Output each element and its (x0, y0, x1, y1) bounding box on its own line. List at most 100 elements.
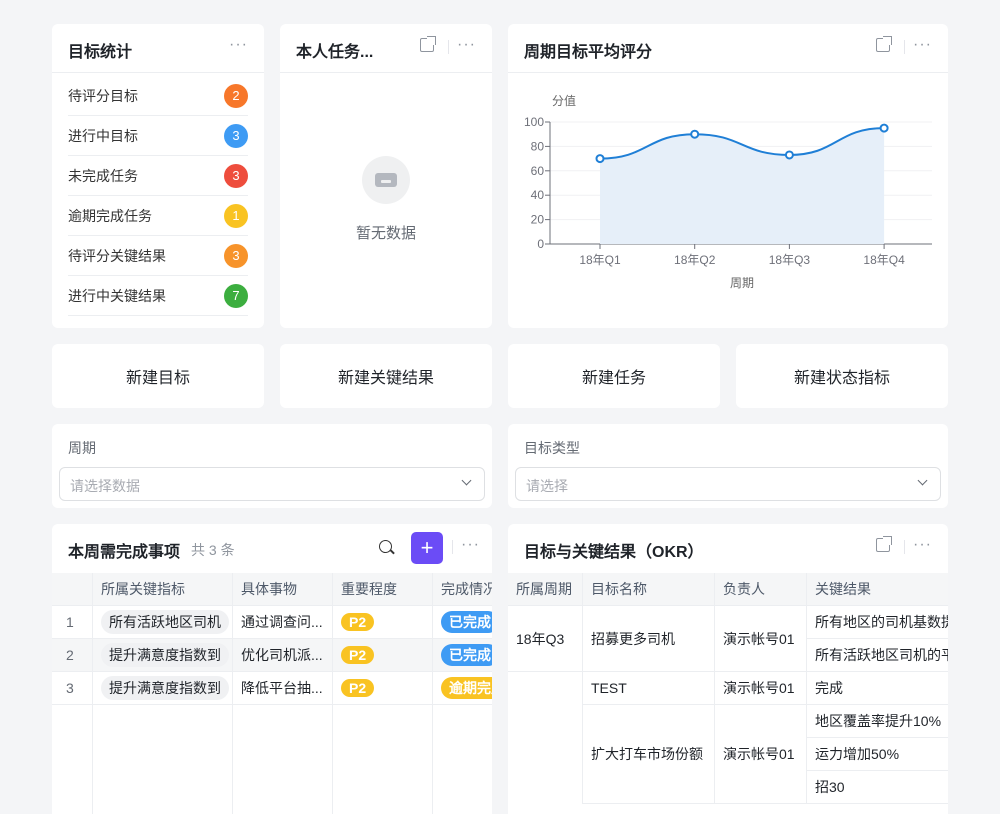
key-result-cell[interactable]: 运力增加50% (807, 738, 948, 771)
y-tick-label: 0 (537, 237, 544, 251)
goal-name-cell[interactable]: 招募更多司机 (583, 606, 715, 672)
stat-item[interactable]: 待评分关键结果 3 (68, 236, 248, 276)
column-header: 关键结果 (807, 573, 948, 606)
column-line (232, 705, 233, 814)
x-tick-label: 18年Q1 (579, 253, 621, 267)
count-badge: 3 (224, 243, 248, 268)
row-index: 1 (52, 606, 93, 639)
kr-tag: 所有活跃地区司机 (101, 610, 229, 634)
data-point (595, 154, 605, 164)
owner-cell: 演示帐号01 (715, 672, 807, 705)
goal-name-cell[interactable]: TEST (583, 672, 715, 705)
data-point (784, 150, 794, 160)
card-title: 本周需完成事项 (68, 544, 181, 561)
goal-stats-card: 目标统计 ··· 待评分目标 2 进行中目标 3 未完成任务 3 逾期完成任务 1 待评分关键结… (52, 24, 264, 328)
add-button[interactable]: + (411, 532, 443, 564)
external-link-icon[interactable] (420, 36, 436, 52)
item-cell[interactable]: 通过调查问... (233, 606, 333, 639)
x-axis-label: 周期 (730, 276, 754, 290)
okr-card: 目标与关键结果（OKR） ··· 所属周期 目标名称 负责人 关键结果 18年Q3 招募更… (508, 524, 948, 814)
stat-item[interactable]: 逾期完成任务 1 (68, 196, 248, 236)
priority-cell: P2 (333, 639, 433, 672)
status-badge: 逾期完成 (441, 677, 492, 699)
key-result-cell[interactable]: 所有地区的司机基数提 (807, 606, 948, 639)
stat-label: 进行中目标 (68, 127, 138, 144)
item-cell[interactable]: 降低平台抽... (233, 672, 333, 705)
new-key-result-button[interactable]: 新建关键结果 (280, 344, 492, 408)
period-cell: 18年Q3 (508, 606, 583, 672)
column-header: 具体事物 (233, 573, 333, 606)
goal-type-select[interactable]: 请选择 (515, 467, 941, 501)
divider (448, 40, 449, 54)
priority-cell: P2 (333, 672, 433, 705)
key-result-cell[interactable]: 所有活跃地区司机的平 (807, 639, 948, 672)
key-result-cell[interactable]: 完成 (807, 672, 948, 705)
kr-cell[interactable]: 提升满意度指数到 (93, 639, 233, 672)
period-select[interactable]: 请选择数据 (59, 467, 485, 501)
search-icon[interactable] (379, 540, 395, 555)
more-icon[interactable]: ··· (457, 36, 476, 53)
status-badge: 已完成 (441, 644, 492, 666)
divider (508, 72, 948, 73)
row-index: 2 (52, 639, 93, 672)
y-axis-label: 分值 (552, 93, 576, 108)
stat-item[interactable]: 进行中目标 3 (68, 116, 248, 156)
item-cell[interactable]: 优化司机派... (233, 639, 333, 672)
key-result-cell[interactable]: 招30 (807, 771, 948, 804)
status-cell: 已完成 (433, 639, 492, 672)
data-point (690, 129, 700, 139)
kr-cell[interactable]: 所有活跃地区司机 (93, 606, 233, 639)
data-point (879, 123, 889, 133)
more-icon[interactable]: ··· (913, 36, 932, 53)
select-placeholder: 请选择 (526, 478, 568, 494)
external-link-icon[interactable] (876, 536, 892, 552)
goal-type-filter-card: 目标类型 请选择 (508, 424, 948, 508)
priority-badge: P2 (341, 679, 375, 697)
column-line (432, 705, 433, 814)
new-task-button[interactable]: 新建任务 (508, 344, 720, 408)
divider (52, 72, 264, 73)
item-count: 共 3 条 (191, 542, 235, 558)
more-icon[interactable]: ··· (913, 536, 932, 553)
more-icon[interactable]: ··· (229, 36, 248, 53)
stat-label: 进行中关键结果 (68, 287, 166, 304)
y-tick-label: 60 (531, 164, 545, 178)
y-tick-label: 80 (531, 139, 545, 153)
status-badge: 已完成 (441, 611, 492, 633)
y-tick-label: 40 (531, 188, 545, 202)
priority-badge: P2 (341, 613, 375, 631)
key-result-cell[interactable]: 地区覆盖率提升10% (807, 705, 948, 738)
column-header: 负责人 (715, 573, 807, 606)
goal-name-cell[interactable]: 扩大打车市场份额 (583, 705, 715, 804)
column-header: 所属关键指标 (93, 573, 233, 606)
external-link-icon[interactable] (876, 36, 892, 52)
card-title: 目标统计 (68, 44, 133, 61)
new-goal-button[interactable]: 新建目标 (52, 344, 264, 408)
count-badge: 7 (224, 283, 248, 308)
x-tick-label: 18年Q3 (769, 253, 811, 267)
stat-item[interactable]: 未完成任务 3 (68, 156, 248, 196)
more-icon[interactable]: ··· (461, 536, 480, 553)
line-chart: 分值 周期 0 20 40 60 80 100 18年Q1 18年Q2 18年Q3 18年Q4 (524, 93, 932, 290)
column-header: 目标名称 (583, 573, 715, 606)
stat-label: 逾期完成任务 (68, 207, 152, 224)
kr-cell[interactable]: 提升满意度指数到 (93, 672, 233, 705)
divider (280, 72, 492, 73)
chevron-down-icon (461, 475, 472, 486)
kr-tag: 提升满意度指数到 (101, 643, 229, 667)
priority-badge: P2 (341, 646, 375, 664)
count-badge: 2 (224, 83, 248, 108)
row-index: 3 (52, 672, 93, 705)
status-cell: 逾期完成 (433, 672, 492, 705)
period-filter-card: 周期 请选择数据 (52, 424, 492, 508)
count-badge: 3 (224, 123, 248, 148)
stat-item[interactable]: 进行中关键结果 7 (68, 276, 248, 316)
column-line (92, 705, 93, 814)
stat-label: 未完成任务 (68, 167, 138, 184)
new-status-metric-button[interactable]: 新建状态指标 (736, 344, 948, 408)
x-tick-label: 18年Q2 (674, 253, 716, 267)
count-badge: 1 (224, 203, 248, 228)
period-cell (508, 672, 583, 705)
stat-item[interactable]: 待评分目标 2 (68, 76, 248, 116)
series-area (600, 128, 885, 244)
